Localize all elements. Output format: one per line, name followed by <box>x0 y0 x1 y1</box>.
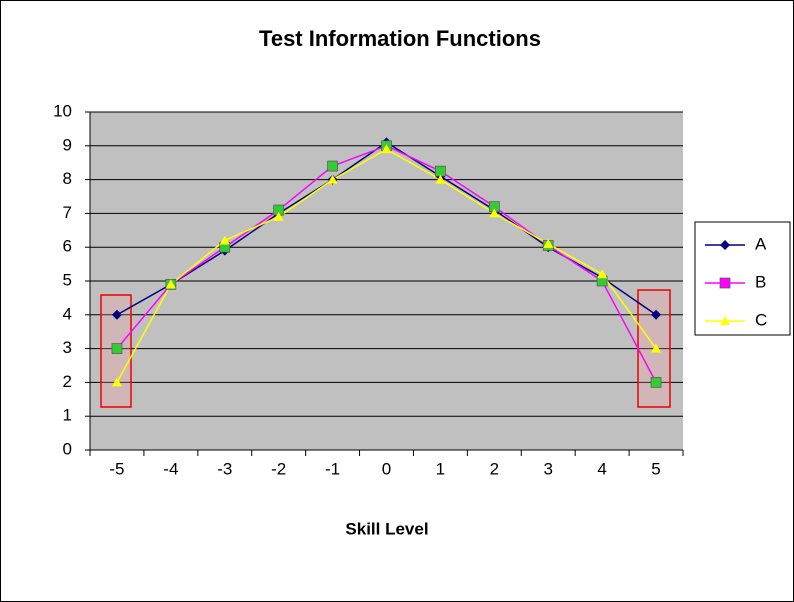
x-tick-label: 0 <box>382 459 391 478</box>
marker <box>381 144 392 154</box>
y-tick-label: 2 <box>63 372 72 391</box>
x-tick-label: 1 <box>436 459 445 478</box>
x-tick-label: 2 <box>490 459 499 478</box>
y-tick-label: 0 <box>63 439 72 458</box>
y-tick-label: 8 <box>63 169 72 188</box>
marker <box>327 160 338 172</box>
legend-marker <box>720 316 730 325</box>
x-tick-label: -2 <box>271 459 286 478</box>
marker <box>435 174 446 184</box>
legend-label: B <box>755 272 766 291</box>
legend-label: A <box>755 234 767 253</box>
legend-box <box>694 221 791 336</box>
x-tick-label: -1 <box>325 459 340 478</box>
x-tick-label: -4 <box>163 459 178 478</box>
y-tick-label: 10 <box>53 101 72 120</box>
marker <box>650 377 662 388</box>
marker <box>543 238 554 248</box>
x-tick-label: 5 <box>651 459 660 478</box>
marker <box>111 377 122 387</box>
legend-marker <box>720 240 730 250</box>
marker <box>111 343 123 354</box>
marker <box>273 211 284 221</box>
y-tick-label: 4 <box>63 304 72 323</box>
legend-label: C <box>755 310 767 329</box>
y-tick-label: 7 <box>63 203 72 222</box>
marker <box>165 279 176 289</box>
x-tick-label: -3 <box>217 459 232 478</box>
x-tick-label: -5 <box>109 459 124 478</box>
marker <box>651 309 662 320</box>
legend-marker <box>719 277 731 289</box>
chart-title: Test Information Functions <box>259 26 541 51</box>
y-tick-label: 9 <box>63 135 72 154</box>
marker <box>327 174 338 184</box>
x-tick-label: 3 <box>543 459 552 478</box>
y-tick-label: 1 <box>63 406 72 425</box>
x-axis-label: Skill Level <box>345 519 428 538</box>
x-tick-label: 4 <box>597 459 606 478</box>
y-tick-label: 3 <box>63 338 72 357</box>
marker <box>597 269 608 279</box>
marker <box>111 309 122 320</box>
y-tick-label: 6 <box>63 237 72 256</box>
marker <box>489 208 500 218</box>
marker <box>651 343 662 353</box>
y-tick-label: 5 <box>63 270 72 289</box>
marker <box>219 235 230 245</box>
